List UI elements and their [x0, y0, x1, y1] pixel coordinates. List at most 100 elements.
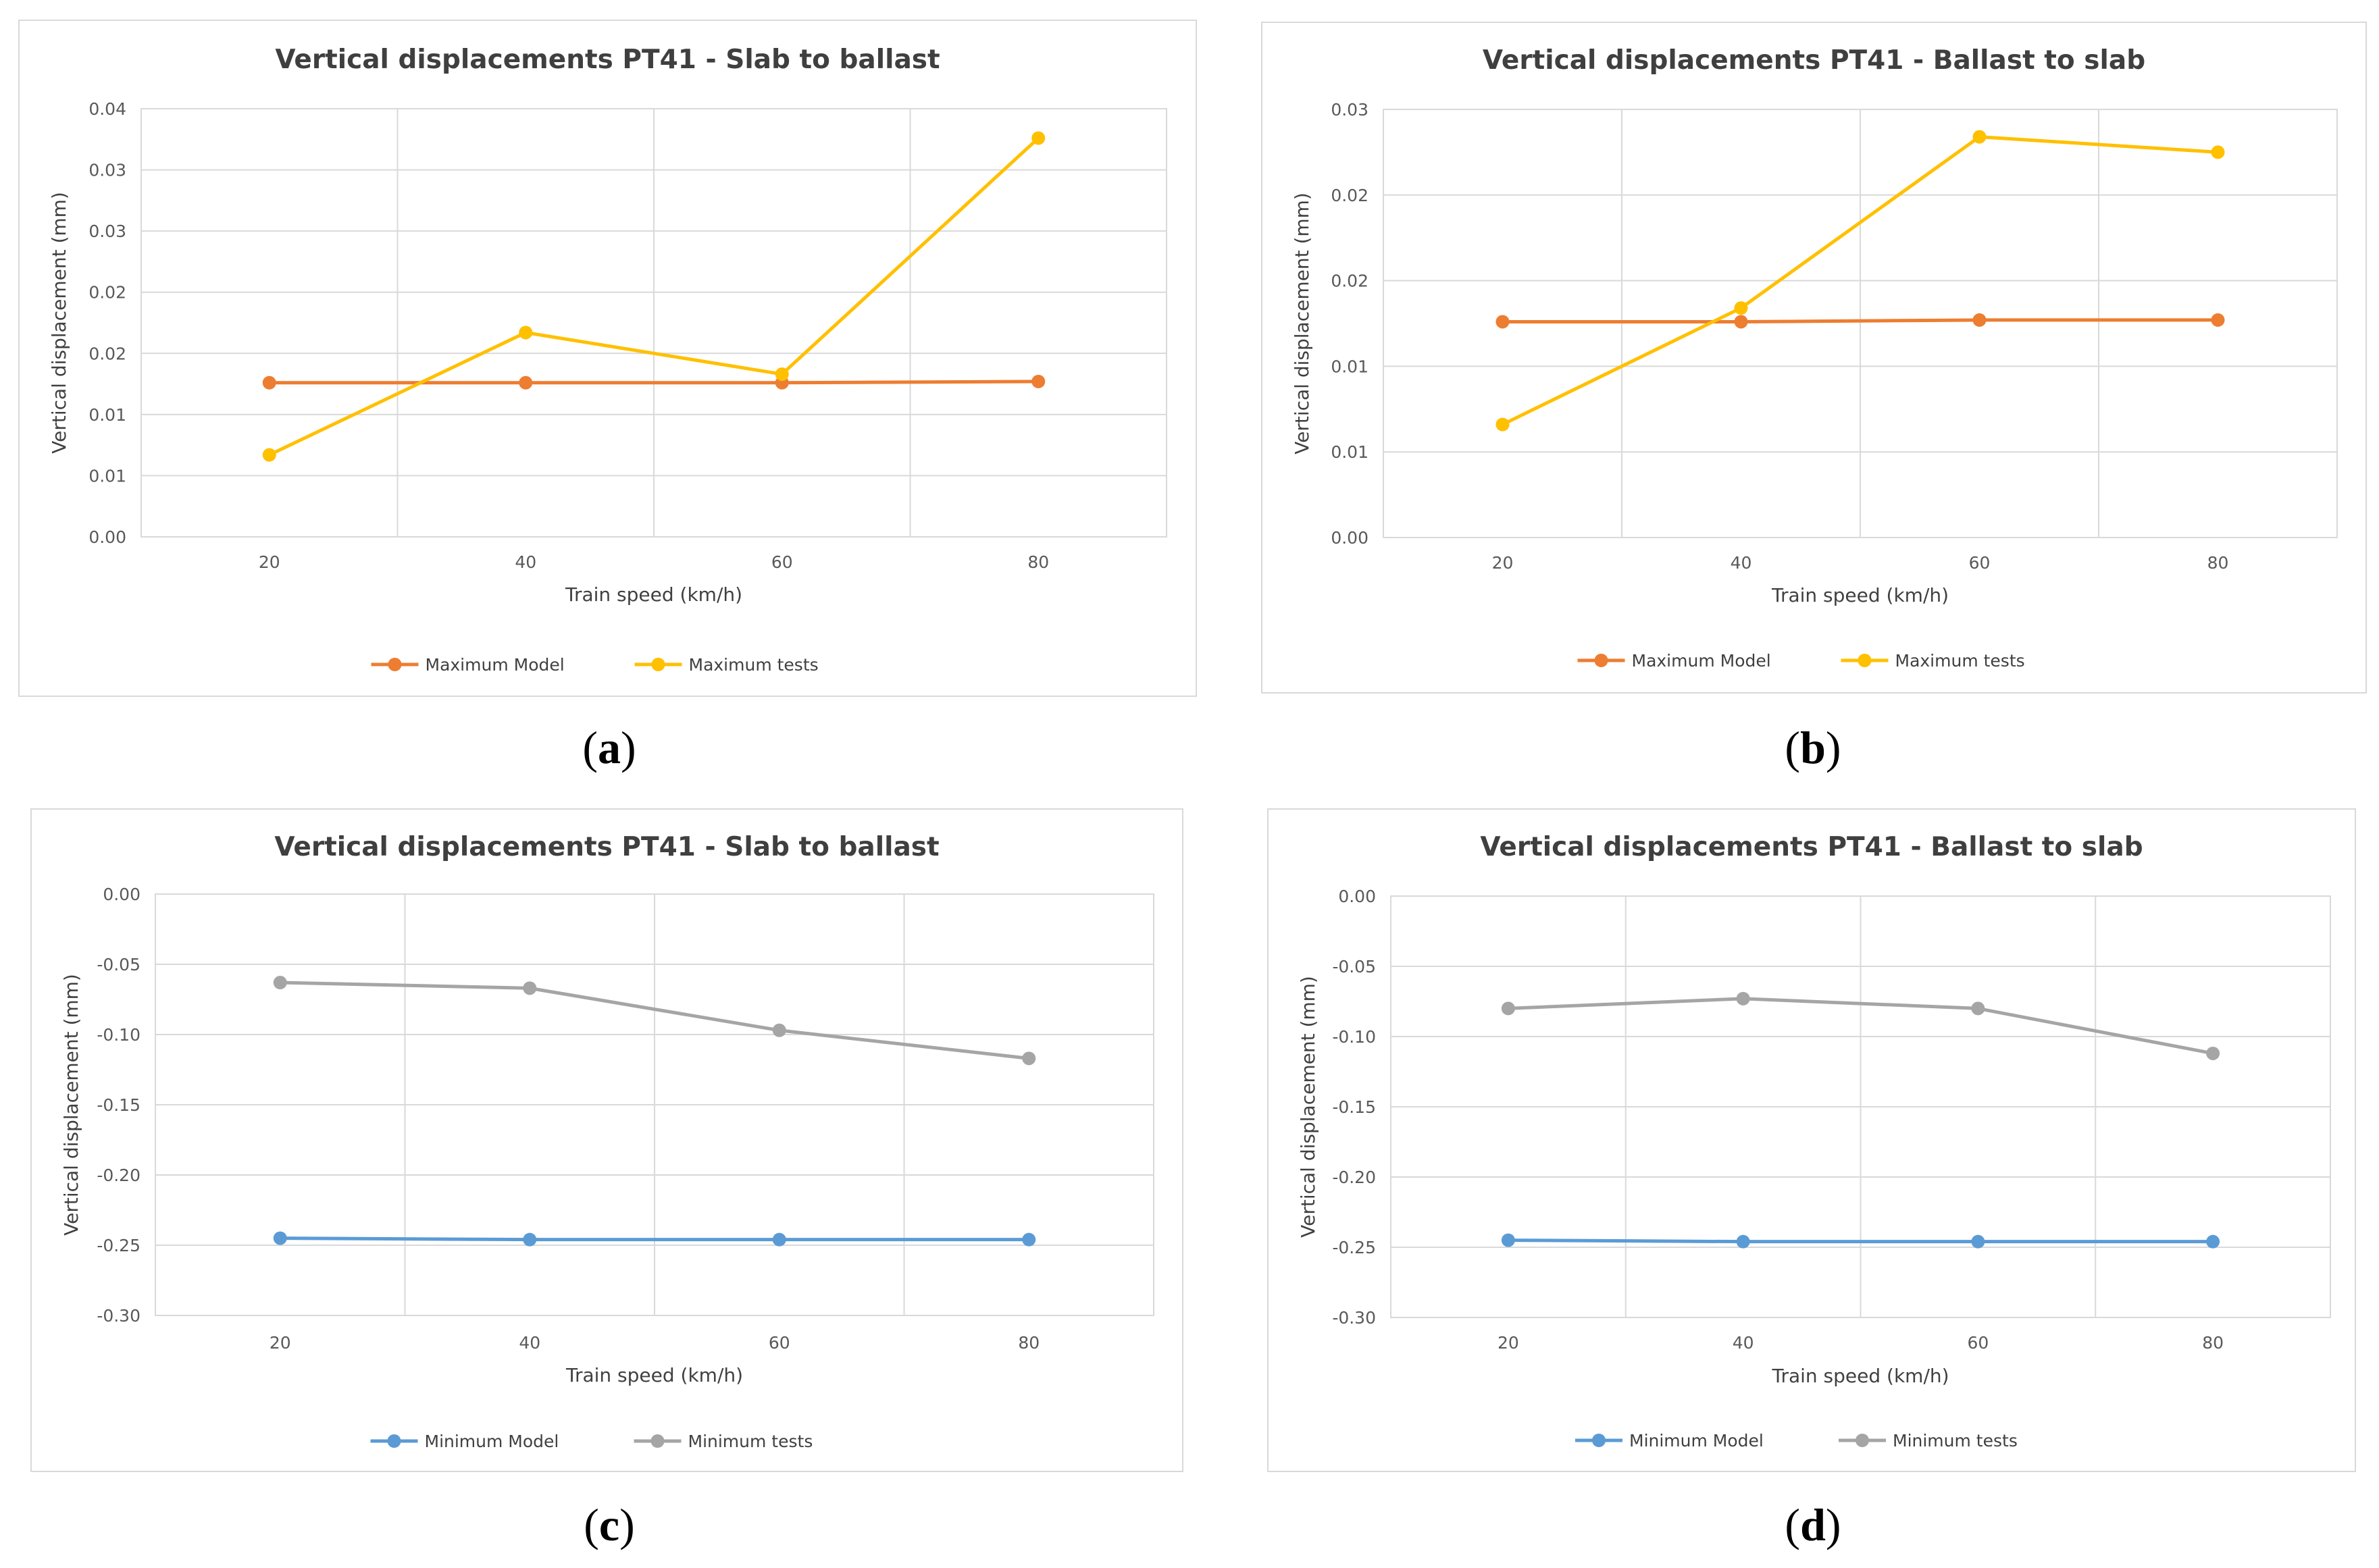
x-tick-label: 60: [1967, 1333, 1989, 1353]
legend-label: Maximum tests: [1895, 651, 2025, 671]
legend-swatch-marker: [651, 658, 665, 671]
chart-panel-a: Vertical displacements PT41 - Slab to ba…: [18, 20, 1197, 697]
data-point: [2211, 313, 2225, 327]
series-line-2: [280, 981, 1029, 1060]
legend-entry: Minimum Model: [1575, 1431, 1764, 1451]
data-point: [772, 1232, 786, 1247]
y-tick-label: -0.15: [97, 1095, 140, 1115]
chart-a: Vertical displacements PT41 - Slab to ba…: [18, 20, 1197, 697]
x-tick-label: 80: [2207, 553, 2229, 573]
y-tick-label: 0.03: [88, 161, 126, 180]
data-point: [1734, 315, 1748, 329]
legend-label: Maximum tests: [689, 655, 819, 675]
series-line-1: [1508, 1238, 2214, 1244]
x-tick-label: 80: [1018, 1333, 1040, 1353]
chart-title: Vertical displacements PT41 - Ballast to…: [1483, 45, 2145, 76]
data-point: [1971, 1001, 1985, 1016]
legend-label: Minimum Model: [425, 1432, 559, 1451]
series-line-2: [1502, 135, 2218, 426]
x-tick-label: 80: [1027, 552, 1049, 572]
data-point: [1022, 1051, 1036, 1066]
plot-area: [155, 893, 1154, 1316]
data-point: [1031, 131, 1046, 145]
y-tick-label: -0.30: [97, 1306, 140, 1326]
caption-c: (c): [584, 1499, 635, 1550]
legend-entry: Minimum Model: [370, 1432, 559, 1451]
chart-frame: [1261, 22, 2367, 694]
x-tick-label: 20: [1498, 1333, 1519, 1353]
data-point: [1495, 417, 1510, 432]
chart-panel-c: Vertical displacements PT41 - Slab to ba…: [30, 808, 1183, 1472]
plot-area: [1383, 109, 2338, 538]
data-point: [772, 1023, 786, 1037]
data-point: [273, 1231, 287, 1245]
caption-letter-d: d: [1800, 1499, 1826, 1550]
data-point: [1022, 1232, 1036, 1247]
data-point: [519, 375, 533, 390]
legend-entry: Maximum Model: [1577, 651, 1771, 671]
x-tick-label: 40: [1731, 553, 1752, 573]
legend-swatch-marker: [387, 1434, 401, 1448]
data-point: [262, 375, 276, 390]
x-tick-label: 40: [1733, 1333, 1754, 1353]
y-tick-label: -0.30: [1332, 1308, 1376, 1328]
chart-frame: [18, 20, 1197, 697]
y-tick-label: 0.02: [1331, 271, 1368, 291]
y-tick-label: 0.01: [1331, 357, 1368, 376]
chart-b: Vertical displacements PT41 - Ballast to…: [1261, 22, 2367, 694]
series-line-1: [280, 1236, 1029, 1242]
y-axis-label: Vertical displacement (mm): [1291, 192, 1313, 454]
data-point: [262, 448, 276, 462]
y-tick-label: 0.03: [88, 221, 126, 241]
chart-frame: [30, 808, 1183, 1472]
y-tick-label: -0.25: [97, 1236, 140, 1255]
y-tick-label: -0.25: [1332, 1238, 1376, 1257]
y-tick-label: 0.00: [1331, 528, 1368, 548]
caption-b: (b): [1785, 722, 1841, 773]
data-point: [2206, 1234, 2220, 1249]
legend-swatch-marker: [1592, 1434, 1606, 1447]
chart-panel-b: Vertical displacements PT41 - Ballast to…: [1261, 22, 2367, 694]
y-axis-label: Vertical displacement (mm): [1297, 976, 1319, 1238]
legend-label: Minimum tests: [688, 1432, 813, 1451]
y-tick-label: -0.05: [97, 955, 140, 974]
data-point: [519, 325, 533, 340]
y-axis-label: Vertical displacement (mm): [48, 192, 70, 454]
y-tick-label: -0.15: [1332, 1097, 1376, 1117]
data-point: [273, 976, 287, 990]
x-tick-label: 60: [769, 1333, 790, 1353]
legend-swatch-marker: [1856, 1434, 1869, 1447]
chart-d: Vertical displacements PT41 - Ballast to…: [1267, 808, 2356, 1472]
plot-area: [1390, 895, 2331, 1318]
x-tick-label: 60: [771, 552, 793, 572]
legend-label: Minimum Model: [1629, 1431, 1764, 1451]
data-point: [775, 367, 789, 382]
y-tick-label: 0.04: [88, 99, 126, 119]
y-tick-label: -0.10: [97, 1025, 140, 1045]
y-tick-label: 0.02: [1331, 186, 1368, 205]
x-tick-label: 40: [519, 1333, 540, 1353]
data-point: [1736, 991, 1750, 1005]
data-point: [523, 981, 537, 995]
data-point: [1972, 130, 1987, 144]
y-tick-label: -0.20: [1332, 1168, 1376, 1187]
data-point: [1031, 374, 1046, 388]
series-line-1: [1502, 318, 2218, 323]
caption-letter-b: b: [1800, 722, 1826, 773]
data-point: [1734, 301, 1748, 315]
data-point: [2211, 145, 2225, 159]
y-tick-label: 0.00: [1338, 887, 1376, 906]
x-tick-label: 20: [270, 1333, 291, 1353]
legend-entry: Maximum tests: [634, 655, 819, 675]
series-line-2: [268, 136, 1040, 456]
y-tick-label: 0.02: [88, 283, 126, 303]
x-tick-label: 20: [1492, 553, 1514, 573]
y-tick-label: 0.00: [103, 885, 140, 904]
data-point: [2206, 1046, 2220, 1060]
x-axis-label: Train speed (km/h): [1771, 1365, 1949, 1387]
caption-a: (a): [582, 722, 636, 773]
plot-area: [140, 108, 1167, 538]
data-point: [1971, 1234, 1985, 1249]
legend-entry: Maximum tests: [1841, 651, 2025, 671]
x-tick-label: 40: [515, 552, 536, 572]
